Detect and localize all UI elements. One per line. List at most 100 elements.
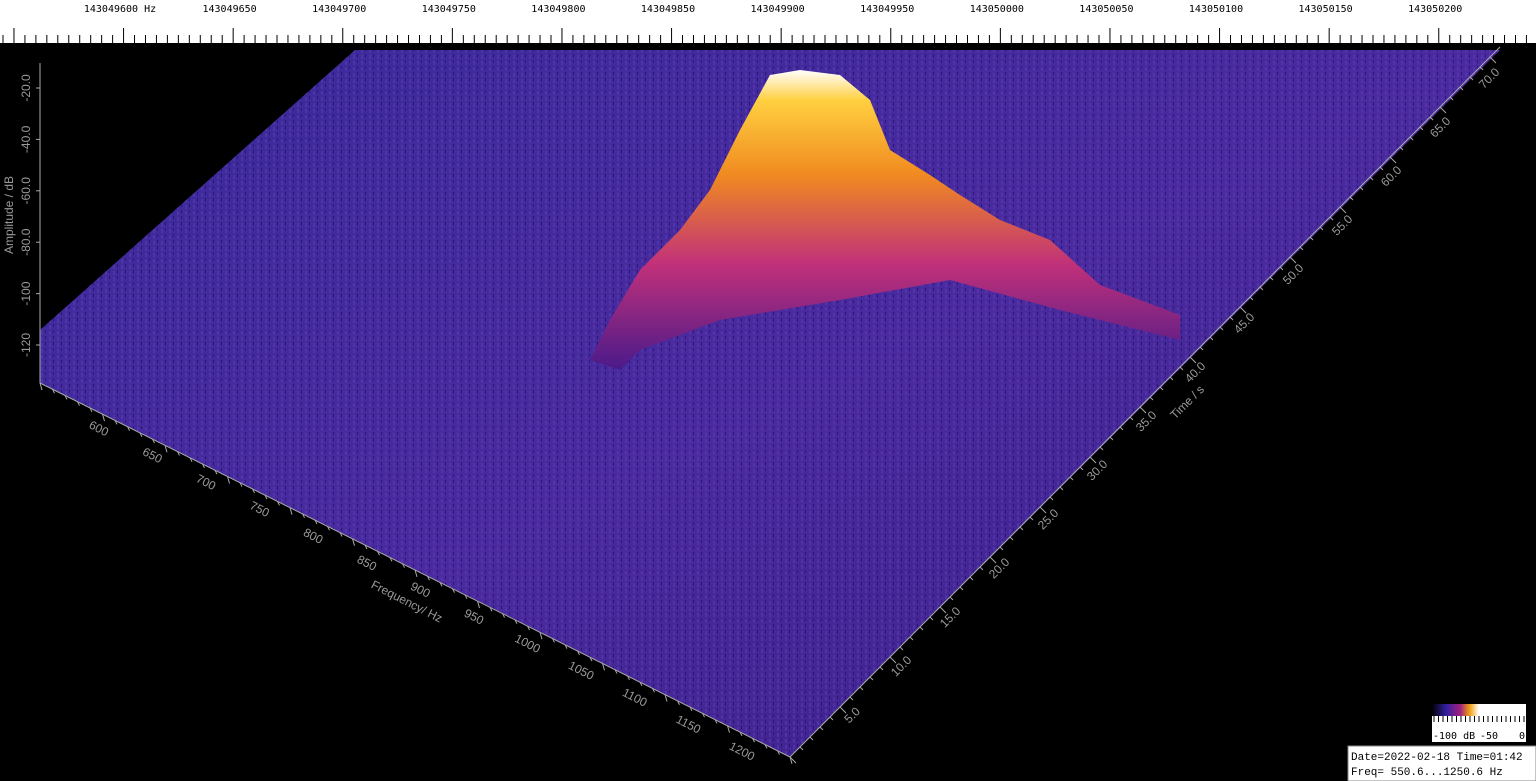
time-tick [799, 746, 804, 751]
surface-texture [40, 50, 1500, 757]
time-tick [849, 696, 854, 701]
time-tick [1229, 316, 1234, 321]
frequency-tick [714, 719, 718, 724]
time-tick [1099, 446, 1104, 451]
frequency-tick [464, 594, 468, 600]
frequency-tick [389, 557, 393, 562]
time-tick [1329, 216, 1334, 221]
frequency-tick [727, 725, 730, 733]
top-scale-label: 143050050 [1079, 4, 1133, 15]
time-tick [1299, 246, 1304, 251]
frequency-tick [152, 438, 155, 444]
frequency-tick [577, 650, 580, 656]
time-tick [1379, 166, 1384, 171]
time-tick [1269, 276, 1274, 281]
frequency-tick [502, 613, 505, 618]
colorbar-label: -50 [1480, 731, 1498, 742]
top-scale-label: 143050000 [970, 4, 1024, 15]
frequency-tick [339, 532, 343, 537]
frequency-tick [477, 600, 480, 609]
frequency-tick [514, 619, 518, 624]
amplitude-tick-label: -120 [19, 333, 33, 357]
top-scale-label: 143049800 [531, 4, 585, 15]
top-scale-label: 143049950 [860, 4, 914, 15]
time-tick [1399, 146, 1404, 151]
frequency-tick [114, 420, 118, 425]
top-scale-label: 143049700 [312, 4, 366, 15]
frequency-tick [602, 663, 605, 671]
time-tick [869, 676, 874, 681]
frequency-tick [202, 463, 205, 469]
time-tick [1249, 296, 1254, 301]
time-tick [1439, 106, 1447, 114]
frequency-tick [264, 494, 268, 500]
top-scale-label: 143049650 [203, 4, 257, 15]
time-tick [1219, 326, 1224, 331]
time-tick [1309, 236, 1314, 241]
frequency-tick [527, 625, 530, 631]
time-tick [1349, 196, 1354, 201]
time-tick [1409, 136, 1414, 141]
time-tick [1149, 396, 1154, 401]
amplitude-tick-label: -20.0 [19, 74, 33, 102]
time-tick [989, 556, 997, 564]
frequency-tick [327, 526, 330, 531]
amplitude-tick-label: -40.0 [19, 125, 33, 153]
frequency-tick [752, 737, 755, 743]
time-tick [1239, 306, 1247, 314]
frequency-tick [702, 712, 705, 718]
frequency-tick [552, 638, 555, 643]
frequency-tick [189, 457, 193, 462]
frequency-tick [214, 469, 218, 475]
frequency-tick [239, 482, 243, 487]
frequency-tick [414, 569, 418, 578]
time-tick [1479, 66, 1484, 71]
frequency-tick [377, 550, 380, 556]
time-tick [1179, 366, 1184, 371]
frequency-tick [452, 588, 455, 593]
time-tick [1009, 536, 1014, 541]
frequency-tick [89, 407, 93, 413]
top-ticks [2, 28, 1527, 43]
time-tick [1159, 386, 1164, 391]
status-line: Freq= 550.6...1250.6 Hz [1351, 767, 1503, 779]
top-scale-label: 143049850 [641, 4, 695, 15]
frequency-tick [289, 507, 293, 515]
top-scale-label: 143049750 [422, 4, 476, 15]
time-tick [1039, 506, 1047, 514]
frequency-tick [77, 401, 80, 406]
frequency-tick [777, 750, 780, 755]
time-tick [1199, 346, 1204, 351]
top-scale-bar [0, 0, 1536, 43]
time-tick [1469, 76, 1474, 81]
time-tick [1289, 256, 1297, 264]
top-scale-label: 143050100 [1189, 4, 1243, 15]
frequency-tick [589, 656, 593, 662]
frequency-tick [614, 669, 618, 674]
time-tick [819, 726, 824, 731]
time-tick [1089, 456, 1097, 464]
frequency-tick [102, 414, 105, 422]
time-tick [1279, 266, 1284, 271]
amplitude-axis-title: Amplitude / dB [2, 176, 16, 254]
time-tick [1369, 176, 1374, 181]
frequency-tick [764, 744, 768, 749]
time-tick [1029, 516, 1034, 521]
time-tick [999, 546, 1004, 551]
time-tick [1079, 466, 1084, 471]
time-tick [809, 736, 814, 741]
time-tick [1359, 186, 1364, 191]
time-tick [969, 576, 974, 581]
frequency-tick [139, 432, 143, 438]
time-tick [1449, 96, 1454, 101]
time-tick [1049, 496, 1054, 501]
frequency-tick [739, 731, 743, 737]
top-scale-label: 143050200 [1408, 4, 1462, 15]
time-tick [959, 586, 964, 591]
time-tick [1129, 416, 1134, 421]
time-tick [1259, 286, 1264, 291]
time-tick [1109, 436, 1114, 441]
amplitude-tick-label: -80.0 [19, 228, 33, 256]
time-tick [929, 616, 934, 621]
